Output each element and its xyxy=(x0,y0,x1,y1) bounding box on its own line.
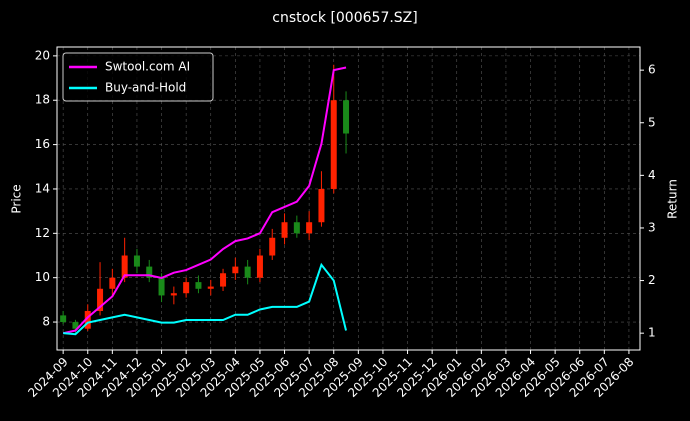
candle-body xyxy=(343,100,350,134)
candle-body xyxy=(97,288,104,311)
candle-body xyxy=(293,222,300,234)
legend-box xyxy=(62,52,214,102)
candle-body xyxy=(232,266,239,274)
y2-tick-label: 4 xyxy=(648,168,656,182)
candle-body xyxy=(318,188,325,223)
legend-label: Buy-and-Hold xyxy=(105,81,186,95)
y-tick-label: 8 xyxy=(42,315,50,329)
y-tick-label: 14 xyxy=(35,181,50,195)
y-tick-label: 20 xyxy=(35,48,50,62)
y2-tick-label: 6 xyxy=(648,63,656,77)
candle-body xyxy=(133,255,140,267)
candle-body xyxy=(269,237,276,256)
y-tick-label: 10 xyxy=(35,270,50,284)
y2-tick-label: 1 xyxy=(648,326,656,340)
candle-body xyxy=(84,310,91,329)
y2-tick-label: 5 xyxy=(648,115,656,129)
candle-body xyxy=(220,273,227,287)
line-series xyxy=(63,262,348,336)
y-tick-label: 12 xyxy=(35,226,50,240)
candle-body xyxy=(170,293,177,296)
candle-body xyxy=(207,286,214,289)
candle-body xyxy=(121,255,128,278)
y2-tick-label: 2 xyxy=(648,273,656,287)
candle-body xyxy=(183,282,190,294)
y-axis-label: Price xyxy=(10,184,24,213)
candle-body xyxy=(72,322,79,329)
candle-body xyxy=(146,266,153,278)
line-series xyxy=(62,66,347,335)
y2-axis-label: Return xyxy=(666,179,680,219)
candle-body xyxy=(330,100,337,189)
candle-body xyxy=(256,255,263,278)
legend-label: Swtool.com AI xyxy=(105,60,190,74)
candle-body xyxy=(195,282,202,289)
y2-tick-label: 3 xyxy=(648,220,656,234)
candle-body xyxy=(158,277,165,296)
plot-frame xyxy=(56,46,641,351)
candle-body xyxy=(281,222,288,238)
y-tick-label: 16 xyxy=(35,137,50,151)
candle-body xyxy=(109,277,116,289)
chart-title: cnstock [000657.SZ] xyxy=(272,10,417,26)
y-tick-label: 18 xyxy=(35,93,50,107)
candle-body xyxy=(244,266,251,278)
candle-body xyxy=(60,315,67,323)
candle-body xyxy=(306,222,313,234)
